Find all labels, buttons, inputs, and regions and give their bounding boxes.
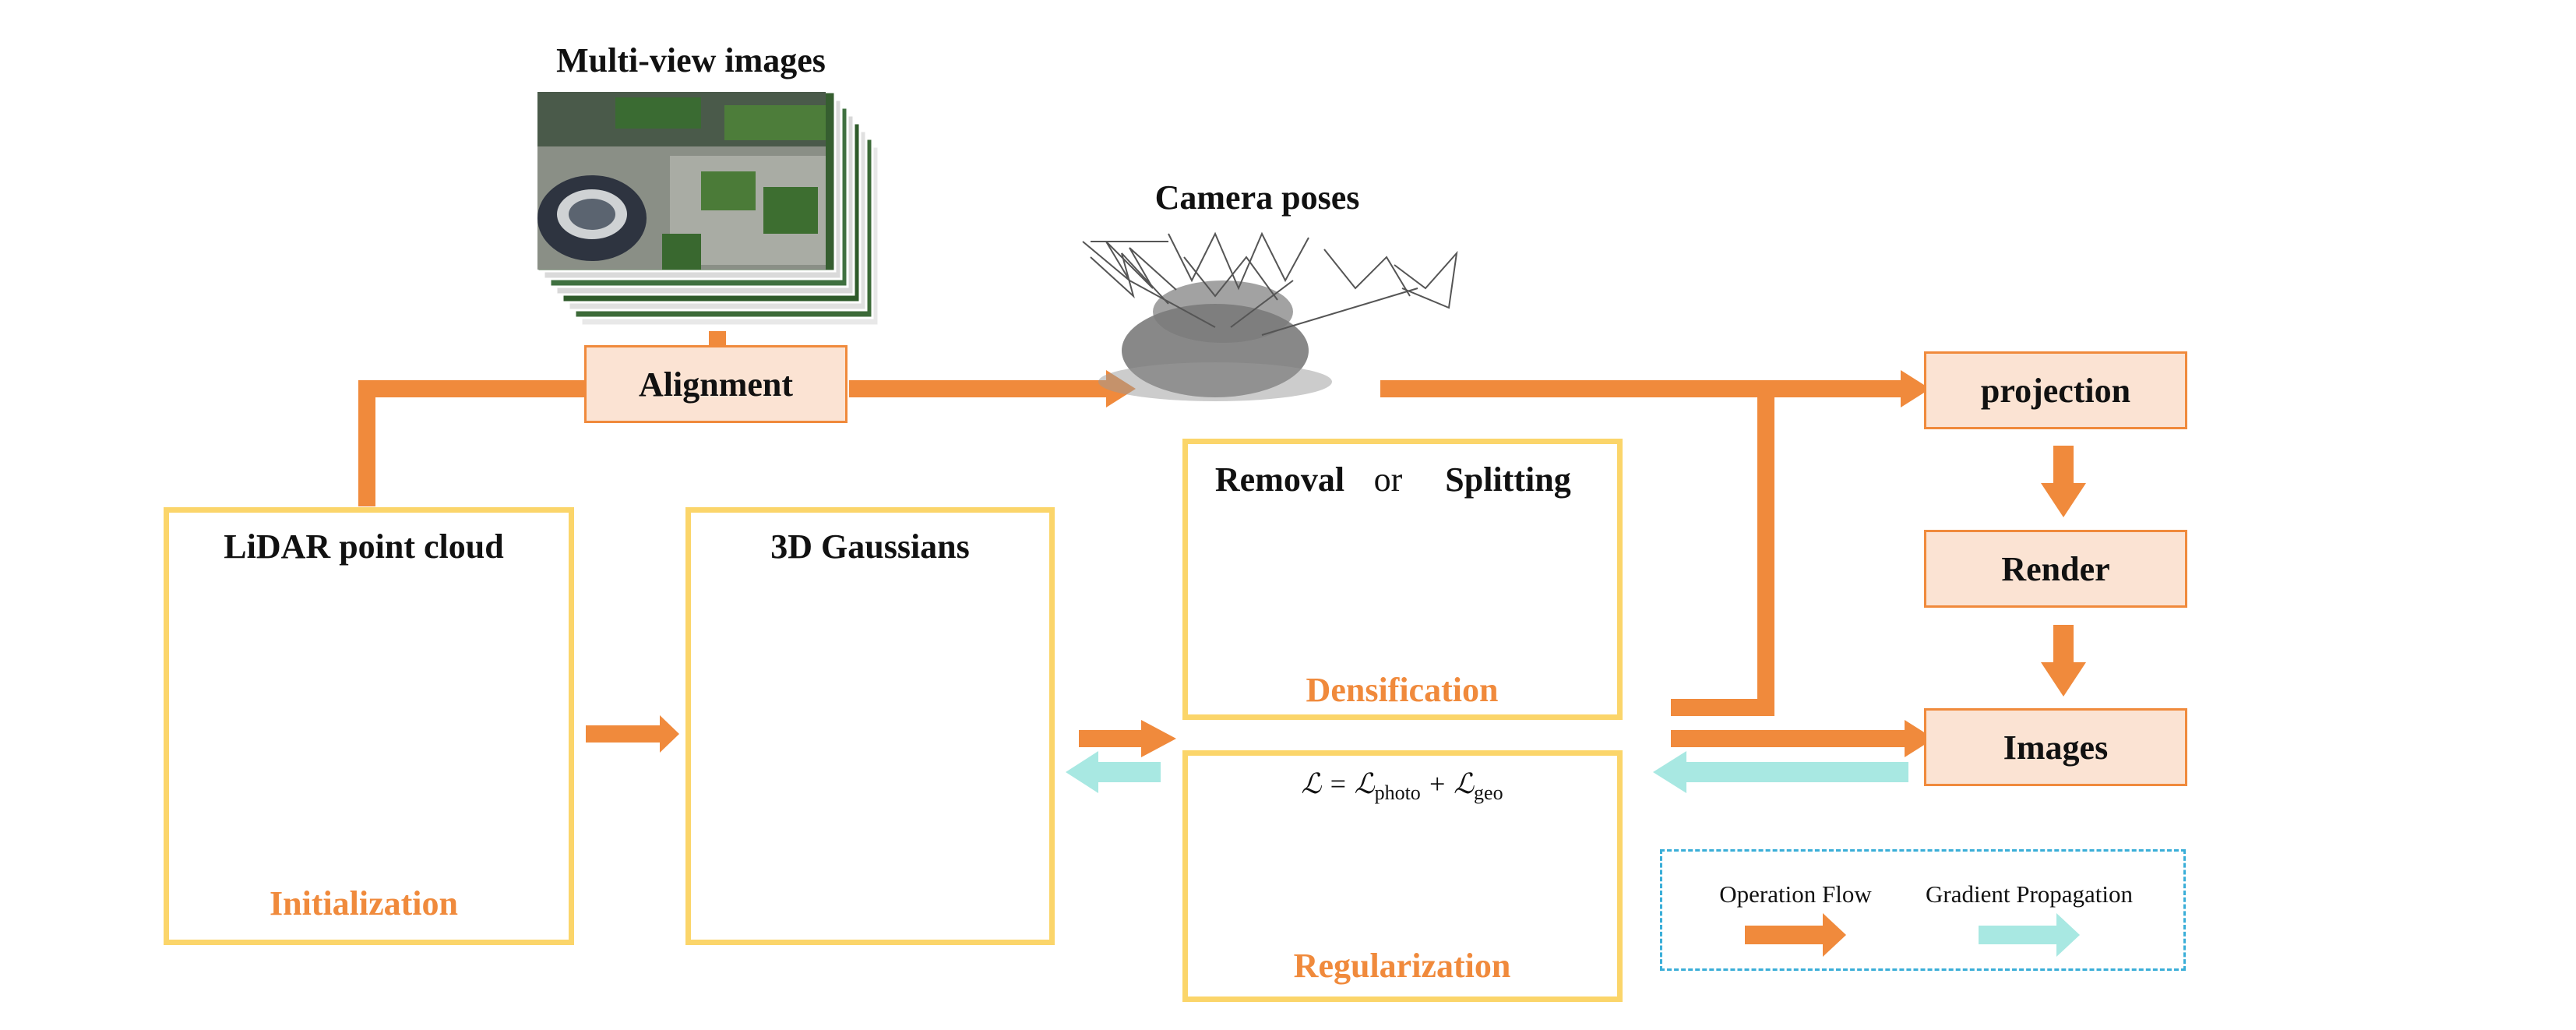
alignment-to-camera-shaft: [849, 380, 1106, 397]
to-images-shaft: [1671, 730, 1905, 747]
lidar-up-connector: [358, 382, 375, 506]
legend-operation-shaft: [1745, 926, 1823, 944]
loss-main: ℒ = ℒ: [1301, 768, 1375, 799]
to-images-head: [1905, 720, 1934, 757]
removal-label: Removal: [1214, 460, 1345, 499]
splitting-label: Splitting: [1445, 460, 1571, 499]
densification-up-connector: [1757, 389, 1774, 716]
render-to-images-head: [2041, 662, 2086, 697]
legend-gradient-head: [2056, 913, 2080, 957]
gaussians-to-right-shaft: [1079, 730, 1141, 747]
legend-gradient-label: Gradient Propagation: [1925, 880, 2134, 908]
render-box: Render: [1924, 530, 2187, 608]
images-back-head: [1653, 751, 1686, 793]
operation-flow-arrows: [358, 331, 2086, 957]
densification-label: Densification: [1306, 671, 1499, 709]
gradient-propagation-arrows: [1066, 751, 2080, 957]
regularization-label: Regularization: [1293, 947, 1511, 985]
lidar-title: LiDAR point cloud: [224, 527, 504, 566]
multiview-image-stack: [536, 90, 880, 327]
reg-back-shaft: [1098, 762, 1161, 782]
camera-poses-title: Camera poses: [1154, 178, 1360, 217]
alignment-stub: [709, 331, 726, 348]
lidar-to-gaussians-shaft: [586, 725, 660, 743]
gaussians-title: 3D Gaussians: [770, 527, 970, 566]
camera-to-projection-head: [1901, 370, 1930, 407]
top-left-connector: [358, 380, 592, 397]
camera-to-projection-shaft: [1380, 380, 1901, 397]
projection-box: projection: [1924, 351, 2187, 429]
densification-side-connector: [1671, 699, 1774, 716]
reg-back-head: [1066, 751, 1098, 793]
legend-operation-head: [1823, 913, 1846, 957]
projection-to-render-head: [2041, 483, 2086, 517]
aerial-photo: [537, 92, 826, 270]
gaussians-to-right-head: [1141, 720, 1176, 757]
loss-plus: + ℒ: [1420, 768, 1475, 799]
initialization-label: Initialization: [269, 884, 459, 922]
alignment-box: Alignment: [584, 345, 848, 423]
legend-gradient-shaft: [1979, 926, 2056, 944]
gaussians-box: [685, 507, 1055, 945]
legend-operation-label: Operation Flow: [1719, 880, 1872, 908]
images-box: Images: [1924, 708, 2187, 786]
regularization-box: [1182, 750, 1623, 1002]
projection-to-render-shaft: [2053, 446, 2074, 485]
lidar-to-gaussians-head: [660, 715, 679, 753]
images-back-shaft: [1686, 762, 1908, 782]
loss-photo-sub: photo: [1374, 781, 1421, 805]
lidar-box: [164, 507, 574, 945]
loss-geo-sub: geo: [1474, 781, 1503, 805]
multiview-title: Multi-view images: [556, 41, 826, 79]
or-label: or: [1373, 460, 1403, 499]
densification-box: [1182, 439, 1623, 720]
loss-equation: ℒ = ℒphoto + ℒgeo: [1301, 767, 1503, 805]
camera-poses-graphic: [1082, 231, 1458, 401]
legend-box: [1660, 849, 2186, 971]
render-to-images-shaft: [2053, 625, 2074, 664]
